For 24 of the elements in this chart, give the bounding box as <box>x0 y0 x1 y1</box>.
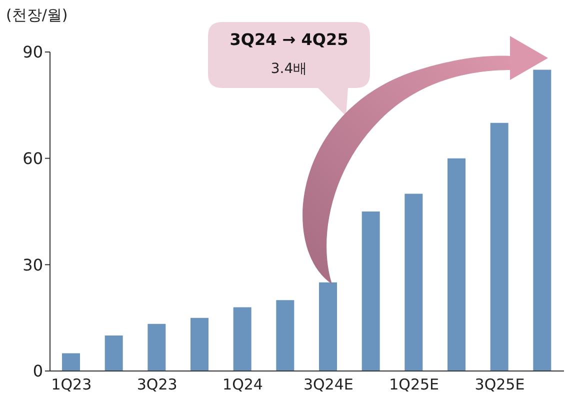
y-tick-label: 90 <box>22 42 43 62</box>
bar <box>62 353 80 371</box>
bar <box>448 158 466 371</box>
x-tick-label: 1Q25E <box>389 376 440 394</box>
x-tick-label: 3Q25E <box>474 376 525 394</box>
bar <box>276 300 294 371</box>
bar <box>190 318 208 371</box>
y-axis-title: (천장/월) <box>6 6 68 25</box>
bar <box>362 212 380 371</box>
bar <box>233 307 252 371</box>
bar <box>104 336 123 371</box>
bar <box>319 282 337 371</box>
y-tick-label: 60 <box>22 149 43 168</box>
annotation: 3.4배 <box>270 60 308 78</box>
bar <box>148 324 166 371</box>
y-tick-label: 30 <box>22 255 43 274</box>
y-tick-label: 0 <box>32 362 43 381</box>
x-tick-label: 3Q23 <box>136 376 178 394</box>
x-tick-label: 3Q24E <box>303 376 354 394</box>
bar <box>490 122 508 371</box>
x-tick-label: 1Q23 <box>51 376 92 394</box>
bar <box>404 194 423 371</box>
text: 3Q24 → 4Q25 <box>228 30 350 49</box>
x-tick-label: 1Q24 <box>222 376 263 394</box>
